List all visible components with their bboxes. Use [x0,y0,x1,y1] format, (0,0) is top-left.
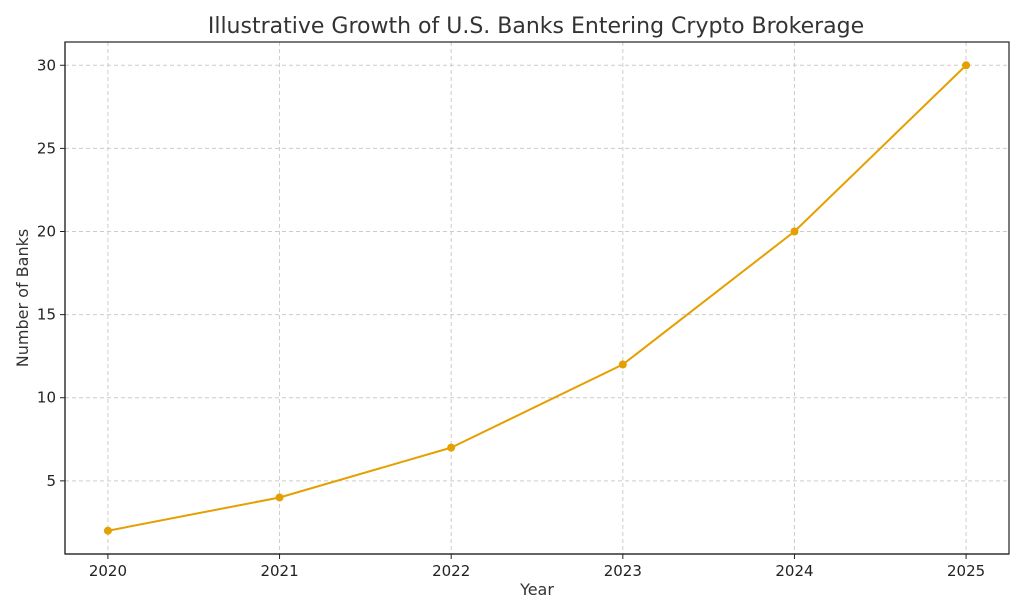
x-tick-label: 2025 [947,562,985,580]
x-tick-label: 2023 [604,562,642,580]
y-tick-label: 10 [37,389,56,407]
y-tick-label: 25 [37,139,56,157]
data-point [790,227,799,236]
data-point [618,360,627,369]
x-tick-label: 2020 [89,562,127,580]
plot-frame [64,41,1010,555]
x-tick-label: 2022 [432,562,470,580]
data-point [447,443,456,452]
series-layer [103,61,971,535]
y-tick-label: 15 [37,306,56,324]
series-line [107,64,967,532]
x-axis-label: Year [519,580,554,599]
data-point [103,526,112,535]
chart-title: Illustrative Growth of U.S. Banks Enteri… [208,14,864,39]
y-axis-label: Number of Banks [13,229,32,367]
x-tick-label: 2021 [260,562,298,580]
data-point [275,493,284,502]
y-tick-label: 20 [37,223,56,241]
x-tick-label: 2024 [775,562,813,580]
data-point [962,61,971,70]
y-tick-label: 5 [46,472,56,490]
grid [65,42,1009,554]
y-tick-label: 30 [37,56,56,74]
